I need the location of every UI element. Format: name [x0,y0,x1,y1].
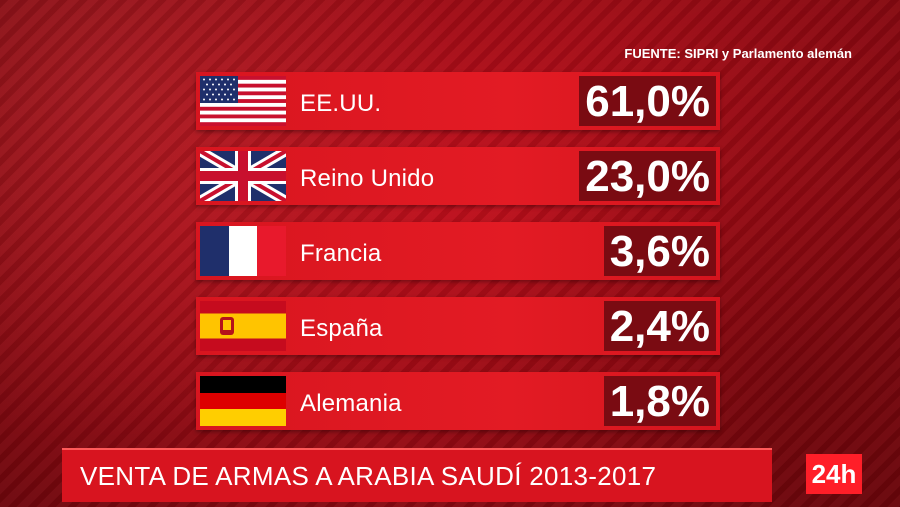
table-row: Reino Unido 23,0% [196,147,720,205]
channel-logo: 24h [806,454,862,494]
value-label: 23,0% [579,151,716,201]
value-label: 61,0% [579,76,716,126]
value-label: 3,6% [603,226,716,276]
france-flag-icon [200,226,286,276]
country-label: Francia [300,240,382,267]
country-label: Alemania [300,390,402,417]
headline-banner: VENTA DE ARMAS A ARABIA SAUDÍ 2013-2017 [62,448,772,502]
uk-flag-icon [200,151,286,201]
table-row: Alemania 1,8% [196,372,720,430]
country-label: EE.UU. [300,90,382,117]
country-table: EE.UU. 61,0% Reino Unido 23,0% F [196,72,720,447]
country-label: Reino Unido [300,165,435,192]
source-label: FUENTE: SIPRI y Parlamento alemán [624,46,852,61]
headline-text: VENTA DE ARMAS A ARABIA SAUDÍ 2013-2017 [80,461,657,491]
table-row: EE.UU. 61,0% [196,72,720,130]
table-row: Francia 3,6% [196,222,720,280]
value-label: 1,8% [603,376,716,426]
value-label: 2,4% [603,301,716,351]
usa-flag-icon [200,76,286,126]
spain-flag-icon [200,301,286,351]
table-row: España 2,4% [196,297,720,355]
country-label: España [300,315,383,342]
germany-flag-icon [200,376,286,426]
